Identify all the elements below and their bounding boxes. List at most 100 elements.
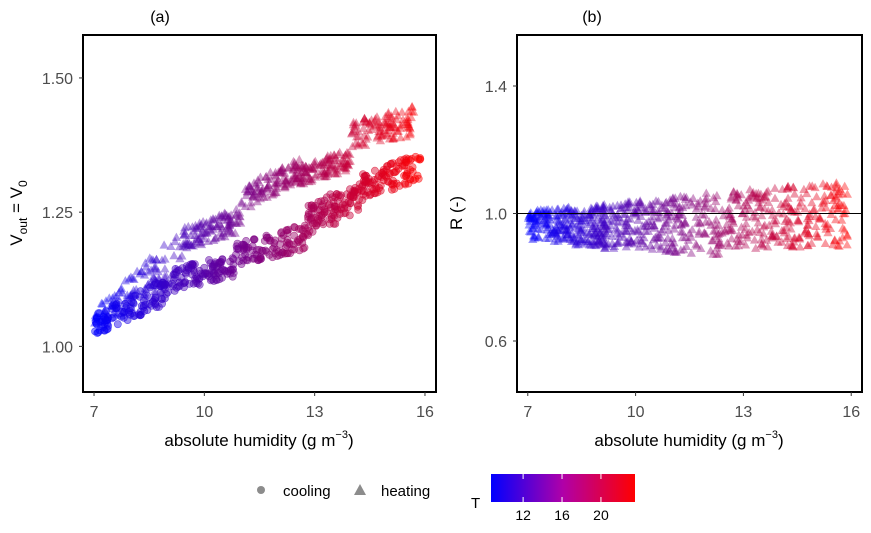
data-point-cooling (163, 288, 172, 296)
data-point-R (587, 204, 597, 213)
data-point-R (542, 225, 552, 234)
data-point-cooling (274, 247, 283, 256)
data-point-R (612, 200, 622, 210)
data-point-R (726, 192, 736, 201)
data-point-R (781, 233, 792, 243)
data-point-R (561, 221, 571, 230)
data-point-heating (395, 123, 405, 132)
data-point-R (556, 226, 566, 235)
data-point-heating (296, 173, 306, 182)
data-point-heating (388, 134, 398, 143)
data-point-R (680, 194, 690, 203)
data-point-heating (310, 156, 320, 165)
data-point-R (632, 204, 642, 213)
data-point-R (831, 183, 841, 192)
data-point-R (531, 216, 541, 225)
data-point-R (544, 233, 554, 242)
data-point-heating (396, 121, 406, 130)
data-point-R (567, 206, 577, 215)
data-point-R (674, 215, 684, 224)
data-point-R (543, 222, 553, 232)
data-point-heating (252, 197, 262, 206)
panel-a-ticks: 7 10 13 16 1.00 1.25 1.50 (42, 71, 434, 421)
data-point-R (784, 231, 794, 241)
data-point-R (664, 245, 674, 254)
data-point-R (781, 222, 791, 231)
data-point-R (536, 212, 546, 221)
data-point-heating (332, 166, 342, 175)
data-point-R (621, 217, 631, 226)
panel-a-xlabel-sup: −3 (335, 429, 348, 441)
data-point-R (614, 231, 624, 240)
data-point-R (641, 242, 651, 251)
data-point-R (623, 213, 633, 223)
panel-b-tag: (b) (582, 9, 602, 26)
data-point-R (606, 216, 616, 225)
data-point-heating (352, 132, 362, 141)
data-point-heating (353, 141, 363, 150)
data-point-heating (353, 139, 363, 148)
data-point-R (554, 217, 565, 226)
data-point-heating (379, 125, 389, 134)
data-point-R (593, 224, 603, 233)
data-point-R (753, 188, 763, 197)
panel-a-ylabel-eq: = V (7, 186, 26, 217)
data-point-heating (278, 179, 288, 188)
data-point-R (621, 226, 631, 235)
data-point-R (825, 223, 836, 232)
data-point-R (601, 241, 611, 250)
data-point-heating (347, 128, 357, 137)
data-point-heating (367, 124, 377, 133)
data-point-R (795, 233, 805, 242)
data-point-heating (262, 192, 272, 201)
data-point-R (598, 203, 608, 212)
data-point-R (717, 240, 727, 250)
data-point-heating (301, 161, 311, 171)
data-point-R (525, 211, 535, 220)
data-point-heating (149, 273, 159, 283)
data-point-R (654, 207, 664, 217)
data-point-R (529, 231, 539, 240)
data-point-R (605, 205, 615, 214)
data-point-R (633, 215, 643, 224)
data-point-R (706, 220, 716, 229)
data-point-cooling (268, 244, 277, 253)
data-point-heating (177, 251, 187, 260)
data-point-heating (201, 219, 211, 228)
data-point-R (599, 219, 610, 228)
data-point-R (620, 199, 630, 208)
data-point-heating (205, 225, 215, 234)
data-point-heating (178, 242, 188, 251)
data-point-R (544, 210, 554, 219)
data-point-heating (277, 163, 287, 172)
data-point-heating (348, 126, 358, 135)
data-point-R (608, 201, 618, 210)
data-point-cooling (110, 300, 118, 308)
data-point-cooling (213, 268, 222, 277)
data-point-R (561, 204, 571, 213)
data-point-R (620, 220, 631, 230)
data-point-heating (183, 221, 193, 231)
data-point-R (695, 196, 705, 205)
data-point-cooling (98, 315, 107, 324)
data-point-R (590, 221, 601, 230)
x-tick-label: 13 (735, 404, 753, 421)
data-point-heating (189, 239, 199, 248)
data-point-R (662, 218, 672, 227)
data-point-R (600, 226, 610, 235)
data-point-R (769, 216, 779, 225)
data-point-R (571, 229, 581, 238)
data-point-heating (407, 101, 417, 111)
data-point-R (727, 214, 737, 223)
panel-b-xlabel-main: absolute humidity (g m (594, 431, 765, 450)
data-point-R (695, 217, 705, 226)
data-point-R (708, 193, 719, 202)
data-point-R (599, 217, 609, 227)
data-point-heating (150, 262, 160, 271)
data-point-heating (147, 281, 157, 290)
data-point-heating (333, 149, 343, 158)
data-point-heating (201, 227, 211, 236)
data-point-R (598, 215, 608, 224)
data-point-heating (272, 178, 282, 187)
data-point-R (675, 191, 685, 200)
